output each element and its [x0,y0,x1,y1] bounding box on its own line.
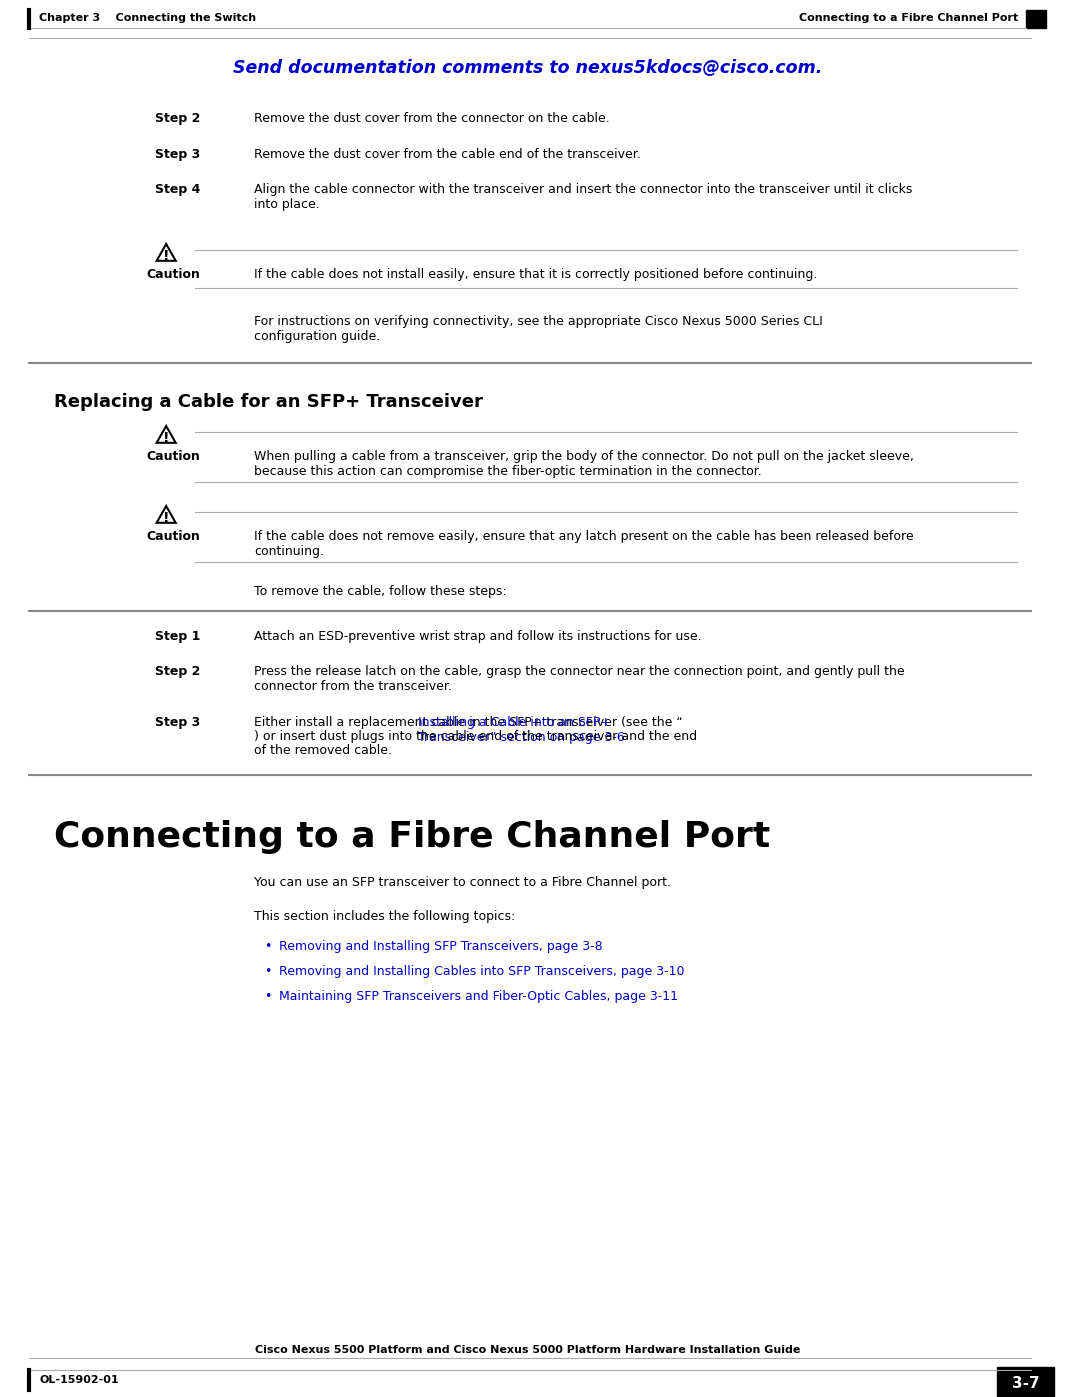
Text: Align the cable connector with the transceiver and insert the connector into the: Align the cable connector with the trans… [254,183,913,211]
Text: Replacing a Cable for an SFP+ Transceiver: Replacing a Cable for an SFP+ Transceive… [54,393,483,411]
Text: Removing and Installing SFP Transceivers, page 3-8: Removing and Installing SFP Transceivers… [279,940,603,953]
Text: Caution: Caution [147,268,201,281]
Text: When pulling a cable from a transceiver, grip the body of the connector. Do not : When pulling a cable from a transceiver,… [254,450,914,478]
Text: !: ! [163,430,170,444]
Text: Removing and Installing Cables into SFP Transceivers, page 3-10: Removing and Installing Cables into SFP … [279,965,684,978]
Text: !: ! [163,511,170,525]
Text: Connecting to a Fibre Channel Port: Connecting to a Fibre Channel Port [54,820,770,854]
Bar [997,1368,1054,1397]
Text: Press the release latch on the cable, grasp the connector near the connection po: Press the release latch on the cable, gr… [254,665,905,693]
Text: Caution: Caution [147,450,201,462]
Text: !: ! [163,249,170,263]
Text: •: • [264,965,271,978]
Bar [1026,10,1045,28]
Text: Cisco Nexus 5500 Platform and Cisco Nexus 5000 Platform Hardware Installation Gu: Cisco Nexus 5500 Platform and Cisco Nexu… [255,1345,800,1355]
Text: ) or insert dust plugs into the cable end of the transceiver and the end: ) or insert dust plugs into the cable en… [254,731,698,743]
Text: Step 4: Step 4 [156,183,201,196]
Text: Step 2: Step 2 [156,112,201,124]
Text: Installing a Cable into an SFP+
Transceiver” section on page 3-6: Installing a Cable into an SFP+ Transcei… [418,717,625,745]
Text: Send documentation comments to nexus5kdocs@cisco.com.: Send documentation comments to nexus5kdo… [233,59,823,77]
Text: of the removed cable.: of the removed cable. [254,745,392,757]
Text: •: • [264,990,271,1003]
Text: If the cable does not remove easily, ensure that any latch present on the cable : If the cable does not remove easily, ens… [254,529,914,557]
Text: Remove the dust cover from the cable end of the transceiver.: Remove the dust cover from the cable end… [254,148,640,161]
Text: OL-15902-01: OL-15902-01 [39,1375,119,1384]
Text: For instructions on verifying connectivity, see the appropriate Cisco Nexus 5000: For instructions on verifying connectivi… [254,314,823,344]
Text: Step 3: Step 3 [156,717,201,729]
Text: You can use an SFP transceiver to connect to a Fibre Channel port.: You can use an SFP transceiver to connec… [254,876,671,888]
Text: Caution: Caution [147,529,201,543]
Text: To remove the cable, follow these steps:: To remove the cable, follow these steps: [254,585,507,598]
Text: Step 1: Step 1 [156,630,201,643]
Text: Chapter 3    Connecting the Switch: Chapter 3 Connecting the Switch [39,13,256,22]
Text: Step 3: Step 3 [156,148,201,161]
Text: Step 2: Step 2 [156,665,201,678]
Text: Remove the dust cover from the connector on the cable.: Remove the dust cover from the connector… [254,112,610,124]
Text: This section includes the following topics:: This section includes the following topi… [254,909,515,923]
Text: Either install a replacement cable in the SFP+ transceiver (see the “: Either install a replacement cable in th… [254,717,683,729]
Text: Connecting to a Fibre Channel Port: Connecting to a Fibre Channel Port [799,13,1026,22]
Text: •: • [264,940,271,953]
Text: If the cable does not install easily, ensure that it is correctly positioned bef: If the cable does not install easily, en… [254,268,818,281]
Text: 3-7: 3-7 [1012,1376,1039,1390]
Text: Maintaining SFP Transceivers and Fiber-Optic Cables, page 3-11: Maintaining SFP Transceivers and Fiber-O… [279,990,677,1003]
Text: Attach an ESD-preventive wrist strap and follow its instructions for use.: Attach an ESD-preventive wrist strap and… [254,630,702,643]
